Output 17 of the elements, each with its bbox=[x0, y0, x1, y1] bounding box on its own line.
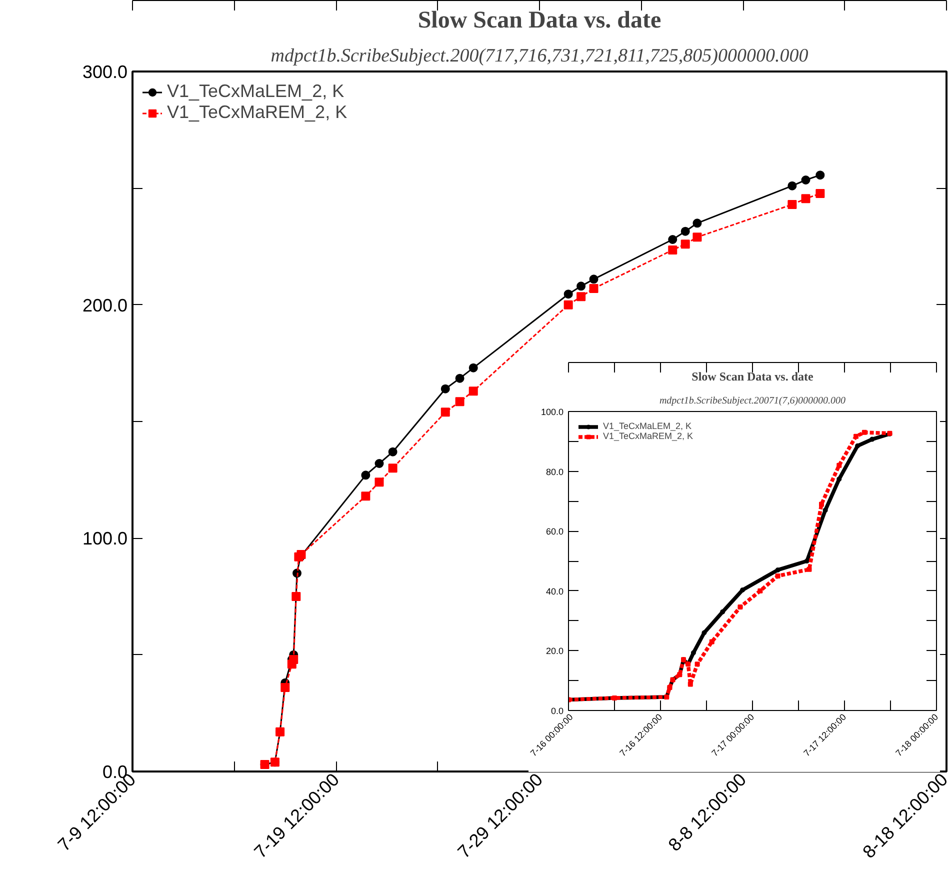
y-tick-label: 0.0 bbox=[550, 706, 564, 716]
y-tick-label: 80.0 bbox=[546, 466, 564, 477]
y-tick-label: 40.0 bbox=[546, 586, 564, 596]
y-tick-label: 20.0 bbox=[546, 646, 564, 656]
legend-label: V1_TeCxMaLEM_2, K bbox=[603, 421, 692, 431]
chart-title: Slow Scan Data vs. date bbox=[692, 370, 814, 384]
legend-label: V1_TeCxMaREM_2, K bbox=[167, 102, 348, 123]
chart-subtitle: mdpct1b.ScribeSubject.200(717,716,731,721,811,725,805)000000.000 bbox=[270, 46, 809, 66]
chart-title: Slow Scan Data vs. date bbox=[418, 8, 662, 34]
y-tick-label: 100.0 bbox=[82, 528, 128, 549]
y-tick-label: 300.0 bbox=[82, 62, 128, 82]
y-tick-label: 100.0 bbox=[540, 407, 564, 417]
legend-label: V1_TeCxMaREM_2, K bbox=[603, 431, 694, 441]
y-tick-label: 60.0 bbox=[546, 526, 564, 537]
legend-label: V1_TeCxMaLEM_2, K bbox=[167, 81, 344, 102]
chart-subtitle: mdpct1b.ScribeSubject.20071(7,6)000000.000 bbox=[659, 396, 846, 406]
y-tick-label: 200.0 bbox=[82, 295, 128, 316]
